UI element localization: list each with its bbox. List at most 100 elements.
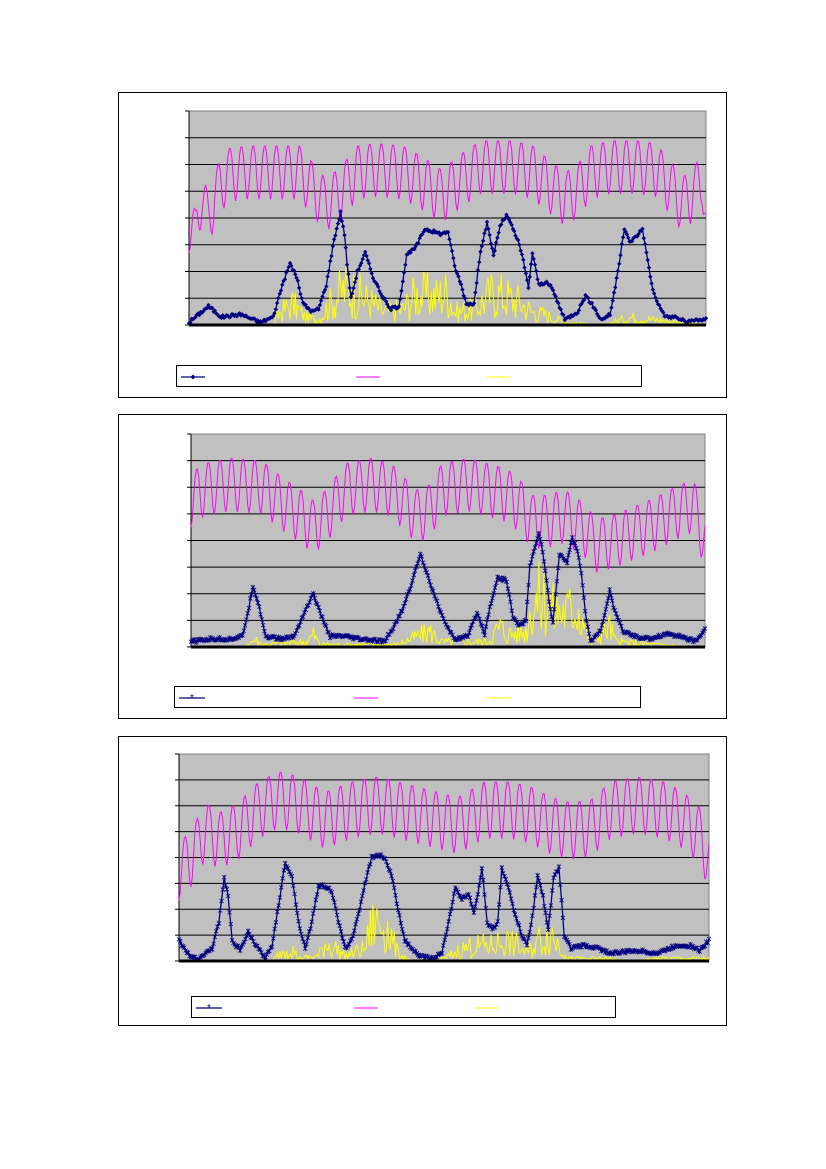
data-point	[564, 560, 570, 566]
data-point	[402, 600, 408, 606]
data-point	[366, 261, 372, 266]
data-point	[347, 285, 352, 291]
data-point	[340, 224, 346, 229]
data-point	[451, 891, 457, 897]
data-point	[308, 926, 313, 932]
data-point	[305, 935, 311, 941]
data-point	[482, 892, 487, 898]
data-point	[611, 290, 617, 295]
data-point	[516, 922, 522, 928]
data-point	[324, 284, 329, 289]
data-point	[513, 233, 518, 238]
data-point	[449, 906, 454, 912]
data-point	[367, 861, 373, 867]
data-point	[293, 902, 299, 908]
data-point	[541, 558, 547, 564]
data-point	[445, 229, 451, 235]
data-point	[680, 316, 685, 322]
data-point	[607, 586, 612, 592]
data-point	[343, 245, 348, 250]
data-point	[473, 614, 478, 620]
legend-marker-navy	[190, 374, 196, 380]
data-point	[545, 587, 551, 593]
data-point	[314, 891, 320, 897]
data-point	[527, 929, 532, 935]
data-point	[273, 919, 279, 925]
data-point	[538, 882, 543, 888]
series-markers	[188, 530, 708, 646]
data-point	[300, 614, 306, 620]
series-line-magenta	[188, 140, 707, 253]
data-point	[348, 294, 354, 300]
data-point	[622, 227, 627, 232]
data-point	[427, 578, 432, 584]
data-point	[467, 895, 473, 901]
data-point	[416, 240, 421, 246]
data-point	[476, 882, 482, 888]
data-point	[360, 893, 365, 899]
data-point	[278, 288, 284, 293]
data-point	[610, 298, 615, 303]
data-point	[576, 555, 582, 561]
data-point	[536, 530, 542, 536]
data-point	[567, 547, 573, 553]
data-point	[296, 623, 302, 629]
data-point	[216, 920, 222, 926]
gridlines	[191, 460, 705, 621]
data-point	[550, 619, 556, 625]
data-point	[499, 222, 504, 227]
data-point	[352, 280, 358, 285]
data-point	[273, 307, 279, 312]
data-point	[645, 257, 650, 263]
data-point	[317, 302, 323, 308]
data-point	[492, 248, 497, 253]
data-point	[651, 291, 657, 296]
data-point	[490, 595, 495, 601]
data-point	[584, 618, 589, 624]
data-point	[483, 227, 488, 232]
data-point	[653, 295, 658, 300]
data-point	[441, 942, 446, 948]
data-point	[532, 892, 538, 898]
data-point	[290, 883, 296, 889]
legend-marker-navy: *	[190, 693, 194, 704]
data-point	[479, 244, 485, 249]
data-point	[532, 545, 538, 551]
data-point	[311, 591, 316, 597]
series-line-magenta	[178, 771, 710, 901]
data-point	[247, 595, 253, 601]
data-point	[626, 235, 631, 241]
data-point	[668, 315, 674, 321]
data-point	[323, 623, 329, 629]
chart-2: *	[118, 414, 727, 719]
data-point	[685, 319, 691, 325]
data-point	[329, 889, 335, 895]
data-point	[335, 221, 341, 226]
data-point	[567, 941, 572, 947]
data-point	[553, 591, 558, 597]
data-point	[508, 599, 513, 605]
data-point	[272, 926, 277, 932]
data-point	[390, 626, 396, 632]
data-point	[644, 250, 649, 255]
data-point	[313, 897, 319, 903]
data-point	[186, 949, 191, 955]
data-point	[254, 596, 259, 602]
data-point	[321, 290, 326, 295]
data-point	[361, 888, 366, 894]
data-point	[536, 878, 542, 884]
data-point	[533, 540, 539, 546]
data-point	[302, 946, 308, 952]
data-point	[331, 237, 337, 242]
data-point	[329, 253, 334, 259]
data-point	[658, 306, 663, 311]
data-point	[447, 911, 453, 917]
data-point	[570, 534, 575, 540]
data-point	[269, 944, 275, 950]
data-point	[536, 281, 542, 286]
data-point	[675, 315, 680, 321]
data-point	[412, 568, 418, 574]
data-point	[276, 902, 281, 908]
data-point	[443, 932, 449, 938]
data-point	[220, 887, 226, 893]
